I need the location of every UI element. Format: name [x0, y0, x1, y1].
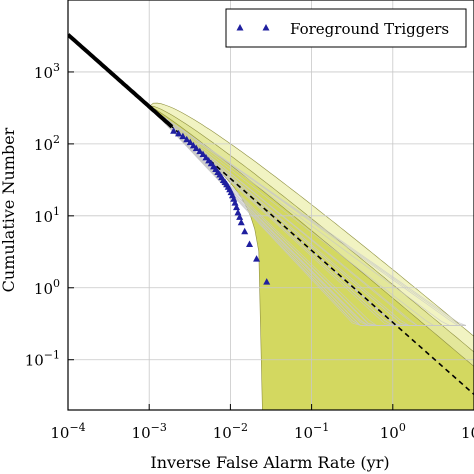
foreground-trigger-point: [253, 255, 261, 262]
foreground-trigger-point: [233, 203, 241, 211]
y-tick-label: 103: [34, 61, 60, 82]
x-tick-label: 101: [461, 421, 474, 442]
plot-frame: [67, 0, 474, 411]
trial-curve-26: [148, 106, 466, 326]
x-axis-label: Inverse False Alarm Rate (yr): [150, 453, 389, 472]
y-tick-exponent: 0: [53, 277, 60, 290]
x-tick-exponent: −1: [313, 421, 329, 434]
y-tick-label: 10−1: [25, 349, 60, 370]
x-tick-exponent: −3: [151, 421, 167, 434]
foreground-trigger-point: [237, 218, 245, 226]
foreground-trigger-point: [175, 129, 183, 137]
y-tick-exponent: −1: [44, 349, 60, 362]
x-tick-exponent: −4: [69, 421, 85, 434]
legend-marker-1: [262, 24, 270, 31]
x-tick-exponent: −2: [232, 421, 248, 434]
y-tick-exponent: 2: [53, 133, 60, 146]
y-tick-exponent: 3: [53, 61, 60, 74]
x-tick-label: 10−3: [132, 421, 167, 442]
foreground-trigger-point: [170, 127, 178, 134]
legend-markers: [236, 24, 270, 31]
foreground-trigger-point: [263, 278, 271, 285]
foreground-trigger-point: [189, 141, 197, 149]
plot-clip-group: [68, 0, 474, 410]
foreground-trigger-point: [246, 240, 254, 247]
x-tick-label: 10−1: [294, 421, 329, 442]
y-tick-exponent: 1: [53, 205, 60, 218]
x-tick-label: 10−2: [213, 421, 248, 442]
x-tick-label: 10−4: [50, 421, 85, 442]
x-tick-label: 100: [380, 421, 406, 442]
y-axis-label: Cumulative Number: [0, 127, 18, 292]
background-line: [68, 33, 174, 129]
legend-marker-0: [236, 24, 244, 31]
y-tick-label: 100: [34, 277, 60, 298]
y-tick-label: 101: [34, 205, 60, 226]
trial-curve-7: [148, 106, 466, 326]
legend: Foreground Triggers: [225, 8, 467, 48]
x-tick-exponent: 0: [399, 421, 406, 434]
foreground-trigger-point: [196, 147, 204, 155]
legend-label: Foreground Triggers: [290, 20, 449, 38]
foreground-trigger-point: [236, 213, 244, 220]
foreground-trigger-point: [183, 135, 191, 143]
foreground-trigger-point: [231, 199, 239, 206]
foreground-trigger-point: [199, 150, 207, 158]
foreground-trigger-point: [192, 144, 200, 152]
trial-curve-11: [148, 106, 466, 326]
foreground-trigger-point: [241, 227, 249, 235]
plot-area: [67, 0, 474, 411]
trial-curve-16: [148, 106, 466, 326]
foreground-trigger-point: [179, 132, 187, 140]
y-tick-label: 102: [34, 133, 60, 154]
trial-curve-27: [148, 106, 466, 326]
foreground-trigger-point: [186, 138, 194, 146]
